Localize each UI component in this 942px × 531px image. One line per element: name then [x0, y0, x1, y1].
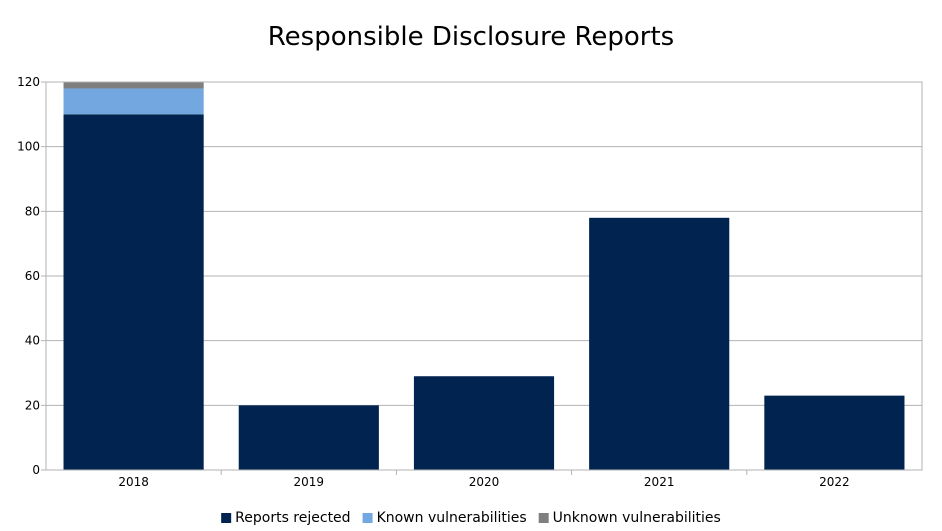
- legend-swatch-reports-rejected: [221, 513, 232, 523]
- bar-reports-rejected-2018: [63, 114, 204, 470]
- bar-unknown-vulnerabilities-2018: [63, 82, 204, 89]
- legend-swatch-unknown-vulnerabilities: [538, 513, 549, 523]
- x-tick-label: 2022: [819, 475, 850, 489]
- legend-swatch-known-vulnerabilities: [362, 513, 373, 523]
- x-tick-label: 2020: [469, 475, 500, 489]
- x-tick-label: 2018: [118, 475, 149, 489]
- bar-reports-rejected-2021: [589, 217, 730, 470]
- legend-label: Known vulnerabilities: [377, 510, 527, 526]
- bar-reports-rejected-2019: [238, 405, 379, 470]
- y-tick-label: 80: [25, 204, 40, 218]
- y-tick-label: 0: [32, 463, 40, 477]
- y-tick-label: 60: [25, 269, 40, 283]
- chart-title: Responsible Disclosure Reports: [268, 22, 674, 52]
- bar-reports-rejected-2020: [413, 376, 555, 470]
- x-tick-label: 2021: [644, 475, 675, 489]
- axes: 0 20 40 60 80 100 120 2018 2019 2020 2021 2022: [17, 75, 923, 489]
- bar-reports-rejected-2022: [764, 395, 905, 470]
- y-tick-label: 120: [17, 75, 40, 89]
- legend-label: Reports rejected: [235, 510, 350, 526]
- y-tick-label: 40: [25, 334, 40, 348]
- bars: [63, 82, 905, 470]
- y-tick-label: 20: [25, 398, 40, 412]
- legend-label: Unknown vulnerabilities: [553, 510, 721, 526]
- bar-known-vulnerabilities-2018: [63, 88, 204, 115]
- x-tick-label: 2019: [294, 475, 325, 489]
- y-tick-label: 100: [17, 140, 40, 154]
- legend: Reports rejected Known vulnerabilities Unk…: [221, 510, 721, 526]
- plot-border: [45, 81, 923, 471]
